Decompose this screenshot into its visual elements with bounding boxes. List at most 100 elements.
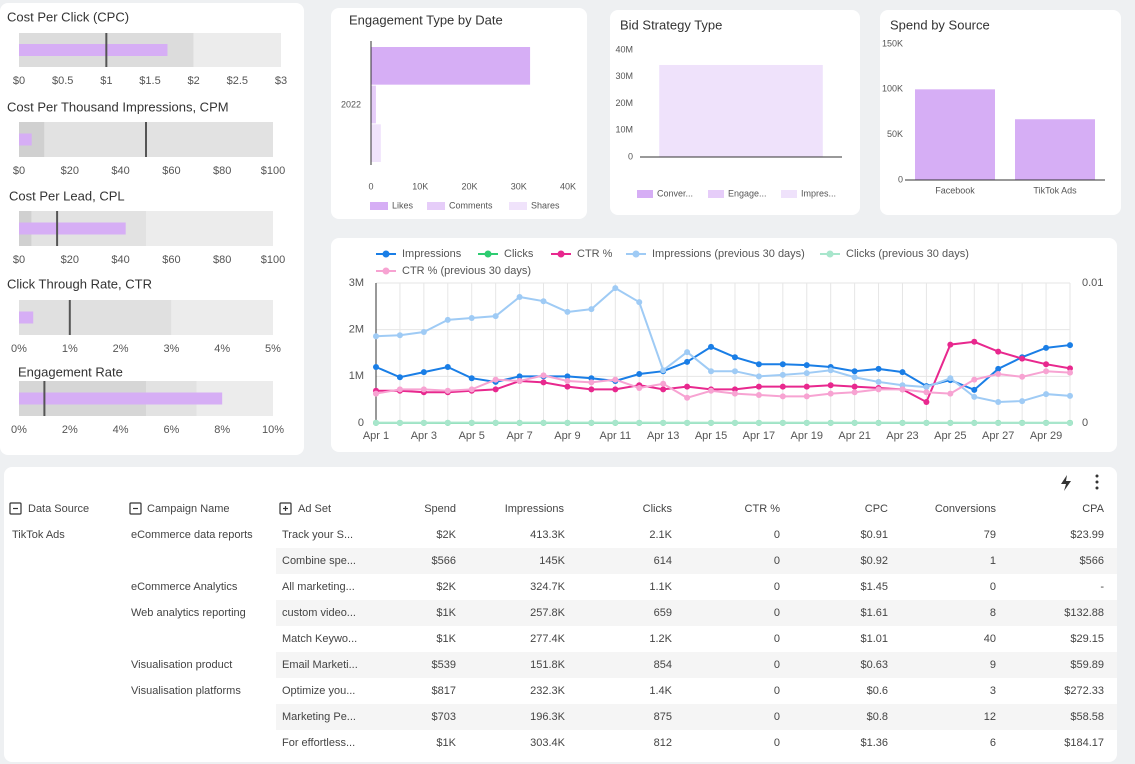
y-tick-label: 30M [615, 71, 633, 81]
x-tick-label: 8% [214, 424, 230, 436]
table-cell: Track your S... [282, 529, 353, 541]
point [564, 419, 571, 426]
table-cell: custom video... [282, 607, 356, 619]
point [660, 380, 667, 387]
point [612, 376, 619, 383]
x-tick-label: 40K [560, 181, 576, 191]
legend-dot [557, 250, 565, 258]
table-cell: 854 [654, 659, 672, 671]
point [708, 419, 715, 426]
point [660, 419, 667, 426]
point [636, 419, 643, 426]
x-tick-label: 0 [368, 181, 373, 191]
x-tick-label: 10% [262, 424, 284, 436]
table-cell: $2K [436, 581, 456, 593]
point [971, 376, 978, 383]
table-cell: 40 [984, 633, 996, 645]
y-tick-label: 2M [349, 324, 364, 336]
legend-swatch [708, 190, 724, 198]
point [684, 349, 691, 356]
table-cell: 151.8K [530, 659, 566, 671]
column-header: CPA [1082, 503, 1104, 515]
point [612, 285, 619, 292]
table-cell: 6 [990, 737, 996, 749]
x-tick-label: $40 [111, 165, 129, 177]
row-stripe [276, 652, 1117, 678]
point [1019, 398, 1026, 405]
point [803, 362, 810, 369]
x-tick-label: Apr 17 [743, 430, 775, 442]
point [373, 390, 379, 397]
series-line [376, 340, 1071, 404]
point [995, 371, 1002, 377]
point [396, 386, 403, 393]
x-tick-label: Apr 29 [1030, 430, 1062, 442]
point [755, 373, 762, 380]
table-cell: 0 [774, 607, 780, 619]
column-header: Spend [424, 503, 456, 515]
point [492, 313, 499, 320]
legend-label: CTR % [577, 248, 613, 260]
table-cell: $1.01 [860, 633, 888, 645]
range-band [44, 122, 274, 157]
point [564, 373, 571, 380]
collapse-icon[interactable] [129, 502, 142, 515]
table-cell: Web analytics reporting [131, 607, 246, 619]
point [1067, 392, 1073, 399]
point [636, 385, 643, 391]
legend-swatch [781, 190, 797, 198]
point [1043, 344, 1050, 351]
point [947, 390, 954, 397]
point [444, 419, 451, 426]
chart-title: Bid Strategy Type [620, 17, 722, 32]
point [899, 382, 906, 389]
point [420, 386, 427, 393]
legend-swatch [370, 202, 388, 210]
table-cell: 0 [774, 581, 780, 593]
bar [659, 64, 823, 157]
table-cell: $539 [432, 659, 456, 671]
point [971, 386, 978, 393]
table-cell: 0 [774, 633, 780, 645]
chart-title: Cost Per Thousand Impressions, CPM [7, 99, 229, 114]
table-cell: 0 [774, 555, 780, 567]
table-cell: $23.99 [1070, 529, 1104, 541]
point [660, 386, 667, 393]
bar [371, 124, 381, 162]
table-cell: 413.3K [530, 529, 566, 541]
table-cell: 812 [654, 737, 672, 749]
table-cell: $184.17 [1064, 737, 1104, 749]
table-cell: 875 [654, 711, 672, 723]
point [971, 419, 978, 426]
point [923, 389, 930, 396]
x-tick-label: Apr 5 [459, 430, 485, 442]
bullet-bar [19, 44, 168, 56]
point [516, 378, 523, 384]
point [588, 306, 595, 313]
table-cell: TikTok Ads [12, 529, 65, 541]
point [684, 419, 691, 426]
point [444, 364, 451, 370]
x-tick-label: $1.5 [139, 75, 160, 87]
legend-dot [484, 250, 492, 258]
column-header: CPC [865, 503, 888, 515]
collapse-icon[interactable] [9, 502, 22, 515]
x-tick-label: $0 [13, 165, 25, 177]
point [708, 343, 715, 350]
legend-label: Engage... [728, 188, 767, 198]
expand-icon[interactable] [279, 502, 292, 515]
y-tick-label: 10M [615, 125, 633, 135]
x-tick-label: $80 [213, 165, 231, 177]
legend-dot [382, 250, 390, 258]
table-cell: 1.4K [649, 685, 672, 697]
point [612, 419, 619, 426]
bolt-icon[interactable] [1061, 475, 1071, 491]
x-tick-label: $1 [100, 75, 112, 87]
table-cell: 659 [654, 607, 672, 619]
menu-icon[interactable] [1095, 474, 1099, 490]
x-tick-label: 10K [412, 181, 428, 191]
table-cell: 0 [774, 529, 780, 541]
x-tick-label: $20 [61, 165, 79, 177]
x-tick-label: 30K [511, 181, 527, 191]
point [684, 394, 691, 401]
